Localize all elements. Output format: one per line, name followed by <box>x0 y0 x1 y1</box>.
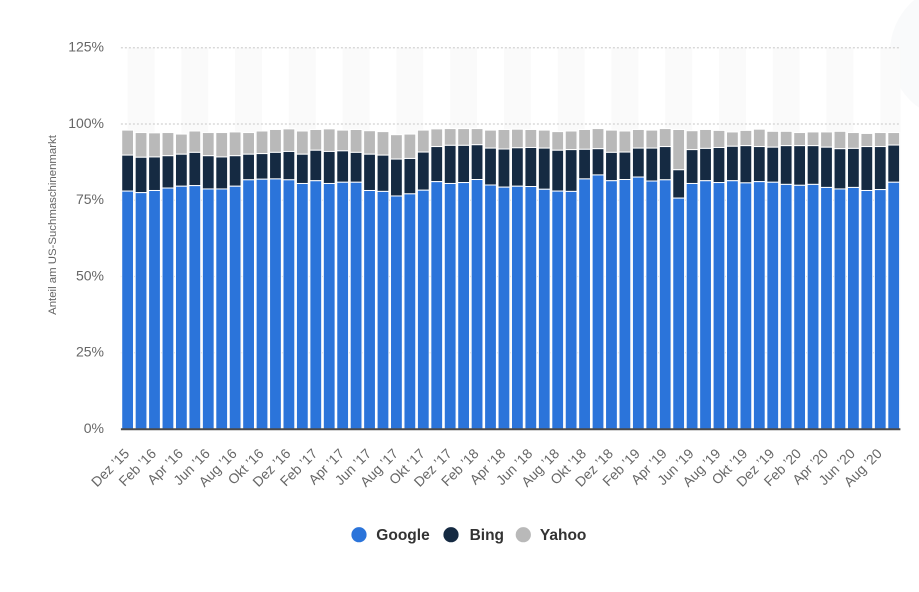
svg-text:Bing: Bing <box>470 527 504 544</box>
svg-text:Anteil am US-Suchmaschinenmark: Anteil am US-Suchmaschinenmarkt <box>47 134 59 315</box>
svg-text:75%: 75% <box>76 191 104 207</box>
svg-text:Yahoo: Yahoo <box>540 527 587 544</box>
svg-text:Google: Google <box>376 527 430 544</box>
svg-text:125%: 125% <box>68 39 104 55</box>
svg-text:100%: 100% <box>68 115 104 131</box>
svg-text:50%: 50% <box>76 267 104 283</box>
svg-text:0%: 0% <box>84 420 104 436</box>
svg-text:25%: 25% <box>76 344 104 360</box>
